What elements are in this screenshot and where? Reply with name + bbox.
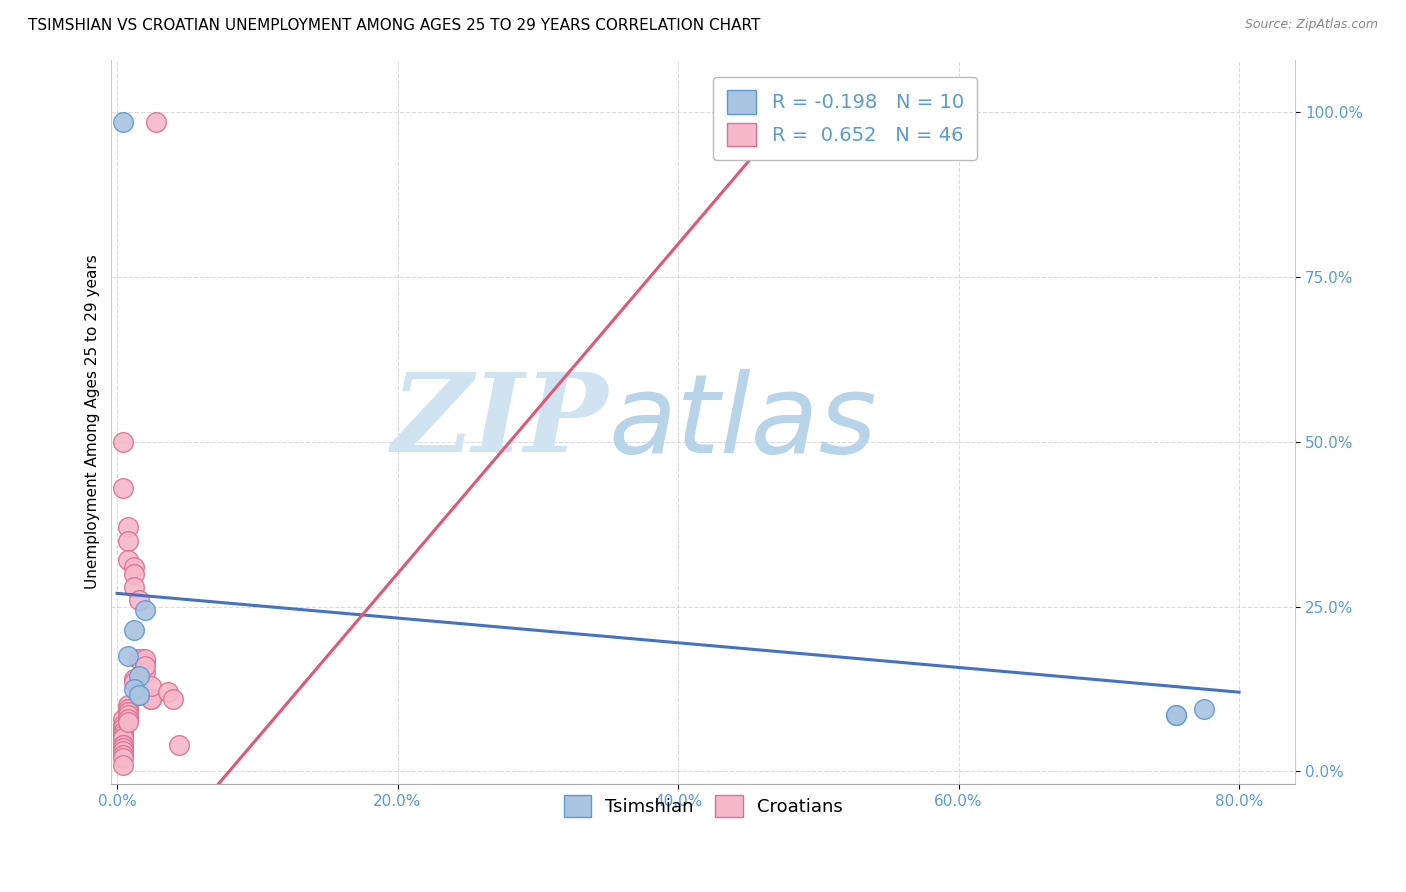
Y-axis label: Unemployment Among Ages 25 to 29 years: Unemployment Among Ages 25 to 29 years [86,254,100,590]
Point [117,701,139,715]
Point [145,115,167,129]
Point [111,728,134,742]
Point [122,623,145,637]
Point [111,747,134,762]
Point [117,705,139,719]
Point [128,689,150,703]
Point [167,738,190,752]
Point [128,593,150,607]
Text: atlas: atlas [609,368,877,475]
Point [111,744,134,758]
Point [1192,701,1215,715]
Point [122,580,145,594]
Point [139,691,162,706]
Point [111,738,134,752]
Point [111,751,134,765]
Point [122,675,145,690]
Point [117,714,139,729]
Point [156,685,179,699]
Point [128,689,150,703]
Point [128,685,150,699]
Point [117,648,139,663]
Point [122,672,145,686]
Point [111,115,134,129]
Point [117,698,139,713]
Text: TSIMSHIAN VS CROATIAN UNEMPLOYMENT AMONG AGES 25 TO 29 YEARS CORRELATION CHART: TSIMSHIAN VS CROATIAN UNEMPLOYMENT AMONG… [28,18,761,33]
Point [128,652,150,666]
Legend: Tsimshian, Croatians: Tsimshian, Croatians [555,786,852,826]
Point [111,434,134,449]
Point [139,679,162,693]
Point [128,652,150,666]
Point [111,724,134,739]
Point [134,603,156,617]
Point [111,718,134,732]
Point [162,691,184,706]
Point [111,731,134,746]
Point [111,741,134,756]
Point [134,665,156,680]
Point [139,691,162,706]
Point [1164,708,1187,723]
Point [128,669,150,683]
Text: Source: ZipAtlas.com: Source: ZipAtlas.com [1244,18,1378,31]
Point [111,731,134,746]
Point [111,722,134,736]
Point [117,712,139,726]
Point [134,658,156,673]
Point [122,560,145,574]
Point [111,738,134,752]
Point [111,481,134,495]
Point [134,656,156,670]
Point [122,681,145,696]
Point [117,520,139,534]
Point [117,708,139,723]
Point [134,652,156,666]
Text: ZIP: ZIP [392,368,609,475]
Point [117,553,139,567]
Point [122,566,145,581]
Point [111,757,134,772]
Point [117,533,139,548]
Point [111,712,134,726]
Point [1164,708,1187,723]
